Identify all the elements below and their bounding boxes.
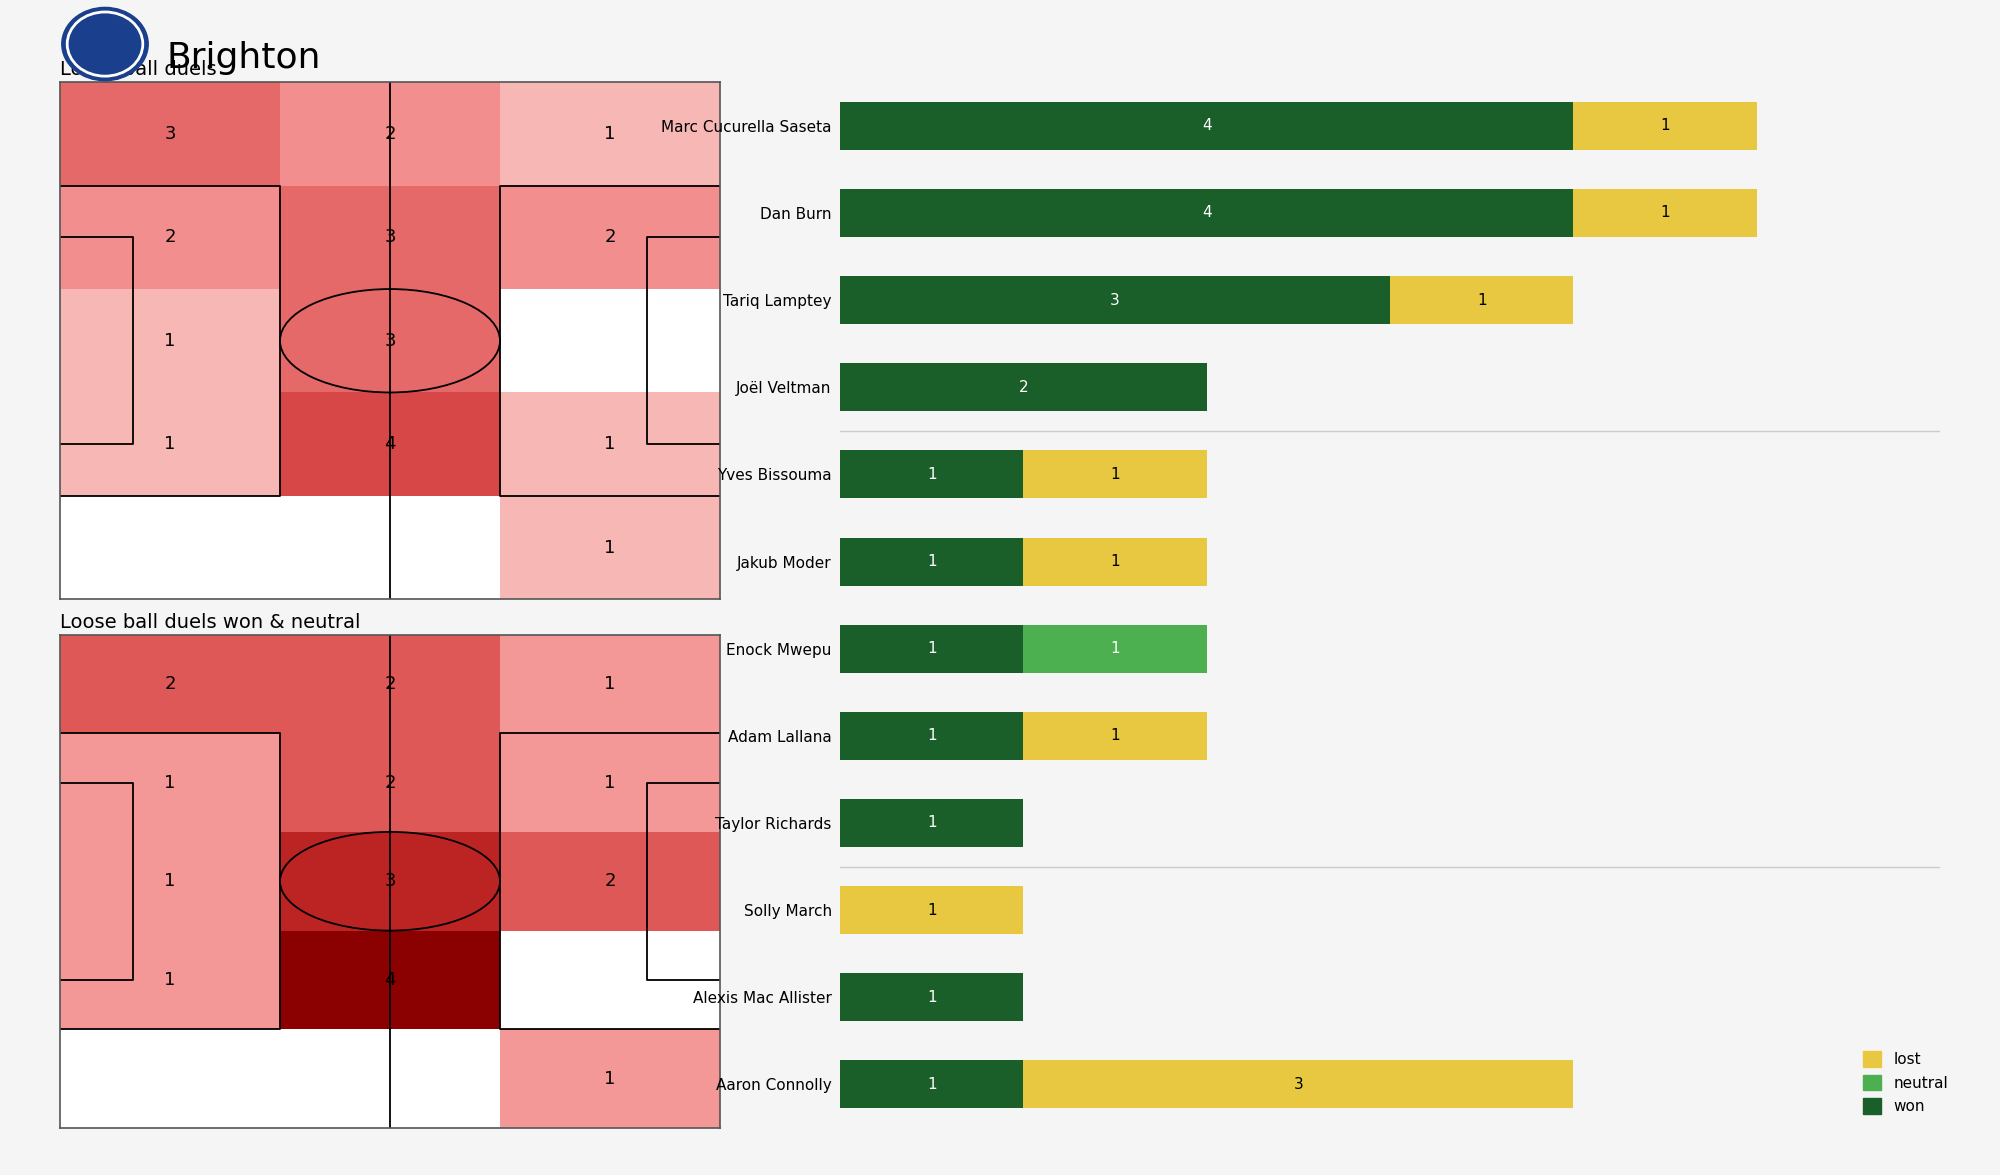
Bar: [500, 186, 720, 289]
Text: 2: 2: [384, 125, 396, 143]
Text: 2: 2: [164, 228, 176, 247]
Text: 3: 3: [164, 125, 176, 143]
Bar: [1024, 1061, 1574, 1108]
Text: 1: 1: [926, 642, 936, 656]
Text: 1: 1: [1110, 728, 1120, 744]
Text: 1: 1: [926, 1077, 936, 1092]
Bar: [1024, 712, 1206, 760]
Text: 1: 1: [604, 435, 616, 454]
Bar: [500, 82, 720, 186]
Text: 3: 3: [384, 331, 396, 350]
Bar: [840, 1061, 1024, 1108]
Text: 1: 1: [1660, 119, 1670, 133]
Legend: lost, neutral, won: lost, neutral, won: [1856, 1045, 1954, 1120]
Bar: [280, 832, 500, 931]
Bar: [1024, 538, 1206, 585]
Text: 1: 1: [1476, 293, 1486, 308]
Bar: [500, 832, 720, 931]
Bar: [840, 102, 1574, 149]
Bar: [280, 392, 500, 496]
Bar: [500, 931, 720, 1029]
Bar: [60, 186, 280, 289]
Bar: [280, 496, 500, 599]
Text: 1: 1: [1110, 555, 1120, 569]
Text: 2: 2: [384, 773, 396, 792]
Text: 1: 1: [1660, 206, 1670, 221]
Bar: [280, 289, 500, 392]
Text: 3: 3: [384, 872, 396, 891]
Text: 1: 1: [926, 815, 936, 831]
Bar: [840, 276, 1390, 324]
Text: 1: 1: [604, 674, 616, 693]
Bar: [280, 733, 500, 832]
Bar: [280, 186, 500, 289]
Bar: [60, 931, 280, 1029]
Bar: [280, 931, 500, 1029]
Bar: [500, 496, 720, 599]
Text: 1: 1: [164, 435, 176, 454]
Text: 1: 1: [926, 728, 936, 744]
Bar: [60, 82, 280, 186]
Bar: [280, 82, 500, 186]
Bar: [840, 625, 1024, 672]
Bar: [1024, 625, 1206, 672]
Bar: [60, 634, 280, 733]
Bar: [1024, 450, 1206, 498]
Text: 2: 2: [604, 228, 616, 247]
Bar: [840, 799, 1024, 847]
Text: 1: 1: [604, 773, 616, 792]
Bar: [60, 1029, 280, 1128]
Text: 1: 1: [604, 125, 616, 143]
Text: 1: 1: [926, 555, 936, 569]
Text: 1: 1: [164, 872, 176, 891]
Bar: [840, 886, 1024, 934]
Bar: [60, 832, 280, 931]
Text: 3: 3: [1110, 293, 1120, 308]
Text: 3: 3: [384, 228, 396, 247]
Text: 1: 1: [926, 902, 936, 918]
Text: Loose ball duels won & neutral: Loose ball duels won & neutral: [60, 612, 360, 631]
Bar: [60, 733, 280, 832]
Text: 1: 1: [164, 331, 176, 350]
Text: 3: 3: [1294, 1077, 1304, 1092]
Text: 2: 2: [384, 674, 396, 693]
Bar: [840, 450, 1024, 498]
Text: 1: 1: [164, 971, 176, 989]
Text: 2: 2: [164, 674, 176, 693]
Bar: [280, 634, 500, 733]
Bar: [1390, 276, 1574, 324]
Bar: [500, 392, 720, 496]
Bar: [280, 1029, 500, 1128]
Bar: [1574, 189, 1756, 237]
Text: 1: 1: [164, 773, 176, 792]
Text: 1: 1: [604, 1069, 616, 1088]
Bar: [60, 496, 280, 599]
Bar: [1574, 102, 1756, 149]
Text: Brighton: Brighton: [166, 41, 320, 75]
Bar: [500, 1029, 720, 1128]
Bar: [840, 712, 1024, 760]
Bar: [500, 289, 720, 392]
Bar: [840, 973, 1024, 1021]
Text: 4: 4: [1202, 206, 1212, 221]
Text: 1: 1: [1110, 466, 1120, 482]
Text: 2: 2: [1018, 380, 1028, 395]
Text: 1: 1: [926, 989, 936, 1005]
Text: 4: 4: [384, 435, 396, 454]
Bar: [500, 733, 720, 832]
Text: Loose ball duels: Loose ball duels: [60, 60, 216, 79]
Circle shape: [62, 7, 148, 81]
Text: 4: 4: [1202, 119, 1212, 133]
Text: 1: 1: [604, 538, 616, 557]
Bar: [60, 392, 280, 496]
Bar: [60, 289, 280, 392]
Text: 4: 4: [384, 971, 396, 989]
Bar: [500, 634, 720, 733]
Bar: [840, 189, 1574, 237]
Text: 2: 2: [604, 872, 616, 891]
Text: 1: 1: [926, 466, 936, 482]
Bar: [840, 363, 1206, 411]
Bar: [840, 538, 1024, 585]
Text: 1: 1: [1110, 642, 1120, 656]
